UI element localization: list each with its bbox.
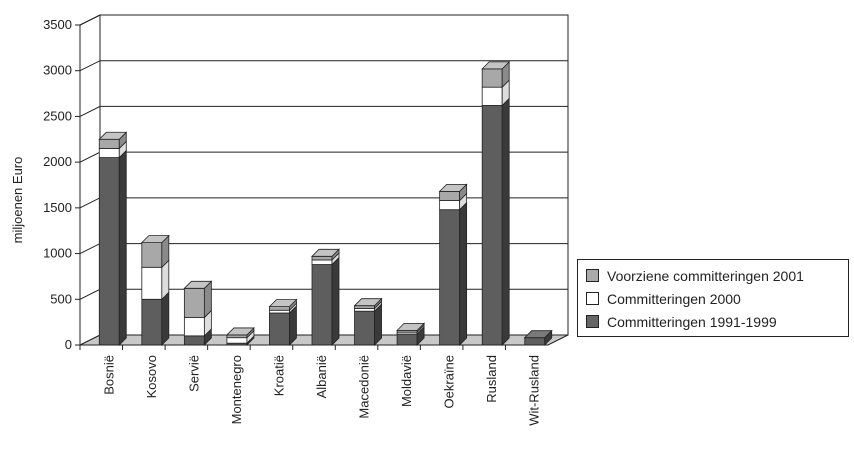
bar-segment [354,310,375,346]
x-tick-label: Kroatië [271,355,286,396]
y-tick-label: 2000 [43,154,72,169]
bar-segment-side [118,149,127,346]
bar-top [268,299,298,308]
bar-segment [226,334,248,339]
bar-top [140,235,170,244]
bar-segment [98,157,120,346]
legend-item-1991-1999: Committeringen 1991-1999 [586,310,848,333]
x-axis: Bosnië Kosovo Servië Montenegro Kroatië Alban… [79,344,548,426]
x-tick-label: Rusland [484,355,499,403]
bar-top [353,298,383,307]
legend-swatch-2000 [586,292,599,305]
x-tick-label: Servië [186,355,201,392]
x-tick-label: Oekraïne [442,355,457,408]
bar-segment [439,209,461,346]
bar-segment [141,298,163,346]
bar-top [481,61,511,70]
bar-segment [183,335,205,346]
legend: Voorziene committeringen 2001 Committeri… [577,259,849,337]
legend-item-2001: Voorziene committeringen 2001 [586,264,848,287]
x-tick-label: Kosovo [144,355,159,398]
bar-segment [141,266,163,300]
gridline [79,105,568,117]
y-axis-label: miljoenen Euro [10,157,25,244]
bar-segment [183,287,205,318]
legend-swatch-1991-1999 [586,315,599,328]
bar-segment-side [459,201,468,346]
x-tick-label: Wit-Rusland [527,355,542,426]
legend-label-2000: Committeringen 2000 [607,290,741,307]
bar-top [98,131,128,140]
bar-segment [311,255,333,261]
bar-segment [183,317,205,337]
y-tick-label: 3000 [43,63,72,78]
bar-segment [481,105,503,346]
bar-top [225,327,255,336]
y-axis: 0 500 1000 1500 2000 2500 3000 3500 [43,17,81,352]
bar-segment [98,138,120,149]
y-tick-label: 0 [65,337,72,352]
bar-segment [98,148,120,158]
legend-label-2001: Voorziene committeringen 2001 [607,267,804,284]
bar-segment-side [501,97,510,346]
bar-segment [524,337,546,346]
left-wall [79,14,101,346]
x-tick-label: Bosnië [101,355,116,395]
y-tick-label: 2500 [43,108,72,123]
bar-top [523,330,553,339]
bar-segment [354,305,375,309]
y-tick-label: 1000 [43,246,72,261]
x-tick-label: Montenegro [229,355,244,424]
bar-top [311,248,340,257]
bar-segment [141,242,163,268]
gridline [79,14,568,26]
gridline [79,60,568,72]
legend-swatch-2001 [586,269,599,282]
bar-segment [269,306,290,311]
bar-segment-side [331,256,340,346]
bar-top [438,183,468,192]
y-tick-label: 3500 [43,17,72,32]
bars [98,60,553,346]
bar-segment [269,309,290,314]
bar-segment [396,333,418,346]
bar-segment [481,68,503,88]
y-tick-label: 1500 [43,200,72,215]
bar-segment [311,264,333,346]
bar-segment [354,308,375,312]
y-tick-label: 500 [50,291,72,306]
legend-label-1991-1999: Committeringen 1991-1999 [607,313,777,330]
bar-segment [311,259,333,265]
x-tick-label: Moldavië [399,355,414,407]
bar-top [396,322,426,331]
bar-segment [439,190,461,201]
x-tick-label: Macedonië [357,355,372,419]
bar-segment [226,337,248,344]
x-tick-label: Albanië [314,355,329,398]
bar-segment-side [161,291,170,346]
bar-segment [269,312,290,346]
bar-segment [439,200,461,211]
bar-top [183,280,213,289]
legend-item-2000: Committeringen 2000 [586,287,848,310]
bar-segment [481,86,503,106]
